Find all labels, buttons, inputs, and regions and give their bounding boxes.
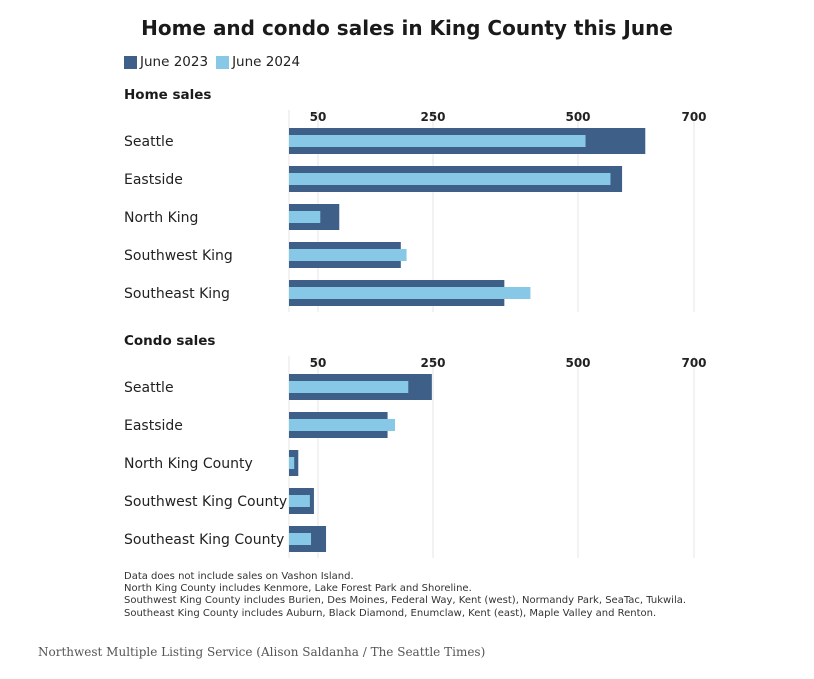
home-category-label-seattle: Seattle bbox=[124, 134, 174, 150]
home-bar-2024-southwest-king bbox=[289, 249, 407, 261]
chart-title: Home and condo sales in King County this… bbox=[141, 16, 673, 40]
condo-category-label-southeast-king-county: Southeast King County bbox=[124, 532, 284, 548]
condo-category-label-north-king-county: North King County bbox=[124, 456, 253, 472]
legend-item-2024: June 2024 bbox=[216, 54, 300, 70]
legend-label-2023: June 2023 bbox=[140, 54, 209, 70]
home-tick-label-50: 50 bbox=[310, 110, 327, 124]
home-category-label-eastside: Eastside bbox=[124, 172, 183, 188]
bar-chart-svg: Home sales 50 250 500 700 Seattle Eastside Nort… bbox=[124, 87, 707, 558]
condo-bar-2024-eastside bbox=[289, 419, 396, 431]
footnote-1: Data does not include sales on Vashon Is… bbox=[124, 571, 354, 582]
condo-tick-label-700: 700 bbox=[681, 356, 706, 370]
condo-bar-2024-southeast-king-county bbox=[289, 533, 312, 545]
condo-tick-label-250: 250 bbox=[420, 356, 445, 370]
footnote-3: Southwest King County includes Burien, D… bbox=[124, 595, 687, 607]
home-category-label-southeast-king: Southeast King bbox=[124, 286, 230, 302]
legend-swatch-2023 bbox=[124, 55, 137, 69]
condo-category-label-southwest-king-county: Southwest King County bbox=[124, 494, 287, 510]
home-bar-2024-north-king bbox=[289, 211, 321, 223]
condo-section-title: Condo sales bbox=[124, 333, 215, 349]
home-category-label-north-king: North King bbox=[124, 210, 198, 226]
legend-swatch-2024 bbox=[216, 55, 230, 69]
home-tick-label-500: 500 bbox=[565, 110, 590, 124]
legend: June 2023 June 2024 bbox=[124, 54, 308, 70]
condo-bar-2024-seattle bbox=[289, 381, 409, 393]
home-bar-2024-eastside bbox=[289, 173, 611, 185]
home-section-title: Home sales bbox=[124, 87, 211, 103]
footnote-2: North King County includes Kenmore, Lake… bbox=[124, 583, 472, 595]
condo-bar-2024-north-king-county bbox=[289, 457, 295, 469]
condo-tick-label-50: 50 bbox=[310, 356, 327, 370]
home-category-label-southwest-king: Southwest King bbox=[124, 248, 233, 264]
home-bar-2024-seattle bbox=[289, 135, 586, 147]
home-bar-2024-southeast-king bbox=[289, 287, 531, 299]
legend-label-2024: June 2024 bbox=[232, 54, 301, 70]
condo-bar-2024-southwest-king-county bbox=[289, 495, 310, 507]
condo-category-label-seattle: Seattle bbox=[124, 380, 174, 396]
condo-tick-label-500: 500 bbox=[565, 356, 590, 370]
home-tick-label-700: 700 bbox=[681, 110, 706, 124]
home-tick-label-250: 250 bbox=[420, 110, 445, 124]
footnotes: Data does not include sales on Vashon Is… bbox=[124, 571, 686, 620]
source-credit: Northwest Multiple Listing Service (Alis… bbox=[38, 645, 486, 659]
footnote-4: Southeast King County includes Auburn, B… bbox=[124, 607, 657, 619]
legend-item-2023: June 2023 bbox=[124, 54, 208, 70]
condo-category-label-eastside: Eastside bbox=[124, 418, 183, 434]
